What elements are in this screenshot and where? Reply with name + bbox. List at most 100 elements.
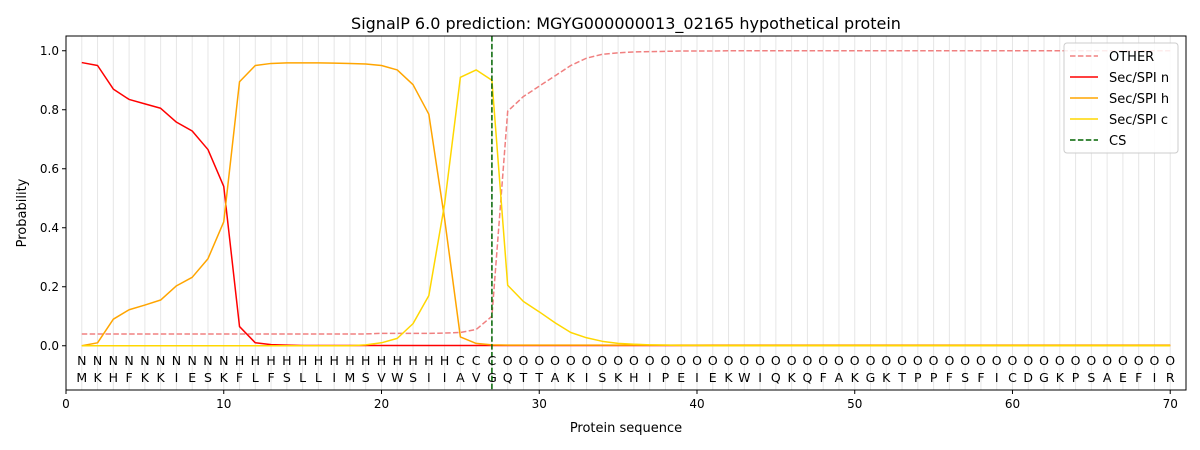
- region-label-26: C: [472, 353, 481, 368]
- region-label-67: O: [1118, 353, 1128, 368]
- series-layer: [81, 36, 1171, 390]
- residue-label-34: S: [598, 370, 606, 385]
- region-label-25: C: [456, 353, 465, 368]
- legend-label-0: OTHER: [1109, 50, 1154, 65]
- residue-label-64: P: [1072, 370, 1080, 385]
- chart-title: SignalP 6.0 prediction: MGYG000000013_02…: [351, 14, 901, 34]
- region-label-59: O: [992, 353, 1002, 368]
- y-tick-label-5: 1.0: [40, 44, 59, 58]
- region-label-62: O: [1039, 353, 1049, 368]
- region-label-40: O: [692, 353, 702, 368]
- residue-label-50: K: [851, 370, 860, 385]
- region-label-18: H: [345, 353, 354, 368]
- region-label-58: O: [976, 353, 986, 368]
- residue-label-59: I: [995, 370, 999, 385]
- region-label-7: N: [172, 353, 181, 368]
- residue-label-15: L: [299, 370, 306, 385]
- residue-label-42: K: [724, 370, 733, 385]
- residue-labels: NMNKNHNFNKNKNINENSNKHFHLHFHSHLHLHIHMHSHV…: [76, 353, 1175, 385]
- legend-label-4: CS: [1109, 134, 1126, 149]
- region-label-65: O: [1086, 353, 1096, 368]
- residue-label-52: K: [882, 370, 891, 385]
- x-tick-label-0: 0: [62, 397, 70, 411]
- region-label-39: O: [676, 353, 686, 368]
- residue-label-1: M: [76, 370, 87, 385]
- region-label-3: N: [109, 353, 118, 368]
- region-label-27: C: [488, 353, 497, 368]
- series-line-3: [81, 69, 1171, 347]
- region-label-10: N: [219, 353, 228, 368]
- grid-layer: [81, 36, 1171, 390]
- region-label-45: O: [771, 353, 781, 368]
- region-label-6: N: [156, 353, 165, 368]
- residue-label-6: K: [157, 370, 166, 385]
- residue-label-66: A: [1103, 370, 1112, 385]
- y-axis-label: Probability: [15, 178, 30, 247]
- residue-label-7: I: [175, 370, 179, 385]
- region-label-55: O: [929, 353, 939, 368]
- region-label-54: O: [913, 353, 923, 368]
- residue-label-70: R: [1166, 370, 1175, 385]
- region-label-52: O: [881, 353, 891, 368]
- region-label-38: O: [661, 353, 671, 368]
- residue-label-61: D: [1023, 370, 1033, 385]
- region-label-33: O: [582, 353, 592, 368]
- residue-label-46: K: [788, 370, 797, 385]
- region-label-37: O: [645, 353, 655, 368]
- region-label-36: O: [629, 353, 639, 368]
- legend-label-1: Sec/SPI n: [1109, 71, 1169, 86]
- region-label-2: N: [93, 353, 102, 368]
- residue-label-4: F: [125, 370, 132, 385]
- region-label-61: O: [1023, 353, 1033, 368]
- region-label-68: O: [1134, 353, 1144, 368]
- residue-label-40: I: [695, 370, 699, 385]
- residue-label-29: T: [519, 370, 528, 385]
- x-tick-label-5: 50: [847, 397, 862, 411]
- residue-label-53: T: [897, 370, 906, 385]
- residue-label-9: S: [204, 370, 212, 385]
- axes-layer: 0 10 20 30 40 50 60 70 0.0 0.2 0.4 0.6 0.8 1.0: [40, 44, 1178, 411]
- residue-label-23: I: [427, 370, 431, 385]
- residue-label-67: E: [1119, 370, 1127, 385]
- residue-label-27: G: [487, 370, 497, 385]
- x-tick-label-4: 40: [689, 397, 704, 411]
- region-label-4: N: [124, 353, 133, 368]
- region-label-64: O: [1071, 353, 1081, 368]
- region-label-24: H: [440, 353, 449, 368]
- region-label-60: O: [1008, 353, 1018, 368]
- residue-label-14: S: [283, 370, 291, 385]
- residue-label-18: M: [345, 370, 356, 385]
- region-label-30: O: [534, 353, 544, 368]
- region-label-57: O: [960, 353, 970, 368]
- region-label-13: H: [266, 353, 275, 368]
- residue-label-44: I: [758, 370, 762, 385]
- residue-label-31: A: [551, 370, 560, 385]
- region-label-15: H: [298, 353, 307, 368]
- residue-label-69: I: [1153, 370, 1157, 385]
- region-label-11: H: [235, 353, 244, 368]
- region-label-31: O: [550, 353, 560, 368]
- residue-label-21: W: [391, 370, 403, 385]
- region-label-17: H: [329, 353, 338, 368]
- residue-label-58: F: [977, 370, 984, 385]
- region-label-12: H: [251, 353, 260, 368]
- residue-label-62: G: [1039, 370, 1049, 385]
- y-tick-label-4: 0.8: [40, 103, 59, 117]
- legend-box: [1063, 42, 1179, 154]
- x-tick-label-1: 10: [216, 397, 231, 411]
- region-label-50: O: [850, 353, 860, 368]
- legend-label-2: Sec/SPI h: [1109, 92, 1169, 107]
- y-tick-label-0: 0.0: [40, 339, 59, 353]
- residue-label-49: A: [835, 370, 844, 385]
- x-axis-label: Protein sequence: [570, 421, 682, 436]
- residue-label-25: A: [456, 370, 465, 385]
- residue-label-51: G: [866, 370, 876, 385]
- region-label-43: O: [739, 353, 749, 368]
- region-label-51: O: [866, 353, 876, 368]
- series-line-2: [81, 62, 1171, 347]
- region-label-53: O: [897, 353, 907, 368]
- region-label-5: N: [140, 353, 149, 368]
- residue-label-30: T: [534, 370, 543, 385]
- legend: OTHER Sec/SPI n Sec/SPI h Sec/SPI c CS: [1063, 42, 1179, 154]
- region-label-66: O: [1102, 353, 1112, 368]
